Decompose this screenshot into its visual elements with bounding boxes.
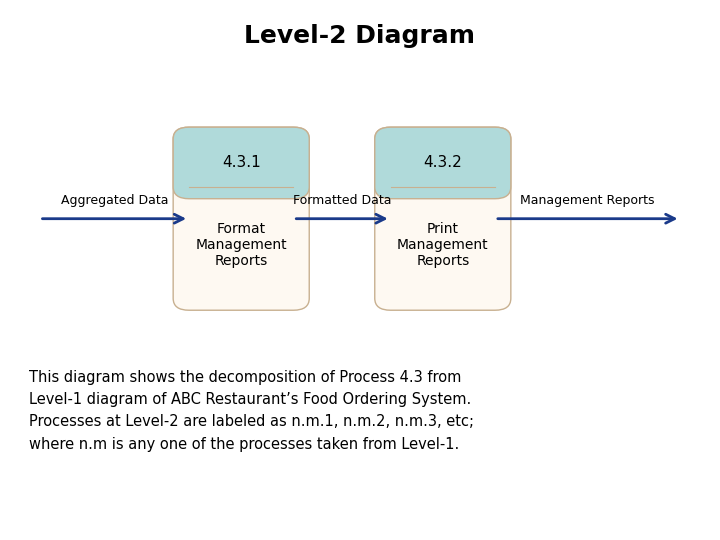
FancyBboxPatch shape <box>174 127 310 310</box>
Text: Format
Management
Reports: Format Management Reports <box>195 221 287 268</box>
FancyBboxPatch shape <box>374 127 511 310</box>
Text: 4.3.2: 4.3.2 <box>423 156 462 171</box>
Text: Management Reports: Management Reports <box>521 194 655 207</box>
Text: Formatted Data: Formatted Data <box>293 194 391 207</box>
Text: Print
Management
Reports: Print Management Reports <box>397 221 489 268</box>
FancyBboxPatch shape <box>174 127 310 199</box>
Text: Aggregated Data: Aggregated Data <box>60 194 168 207</box>
Bar <box>392 163 494 187</box>
Bar <box>190 163 292 187</box>
FancyBboxPatch shape <box>374 127 511 199</box>
Text: This diagram shows the decomposition of Process 4.3 from
Level-1 diagram of ABC : This diagram shows the decomposition of … <box>29 370 474 451</box>
Text: Level-2 Diagram: Level-2 Diagram <box>245 24 475 48</box>
Text: 4.3.1: 4.3.1 <box>222 156 261 171</box>
